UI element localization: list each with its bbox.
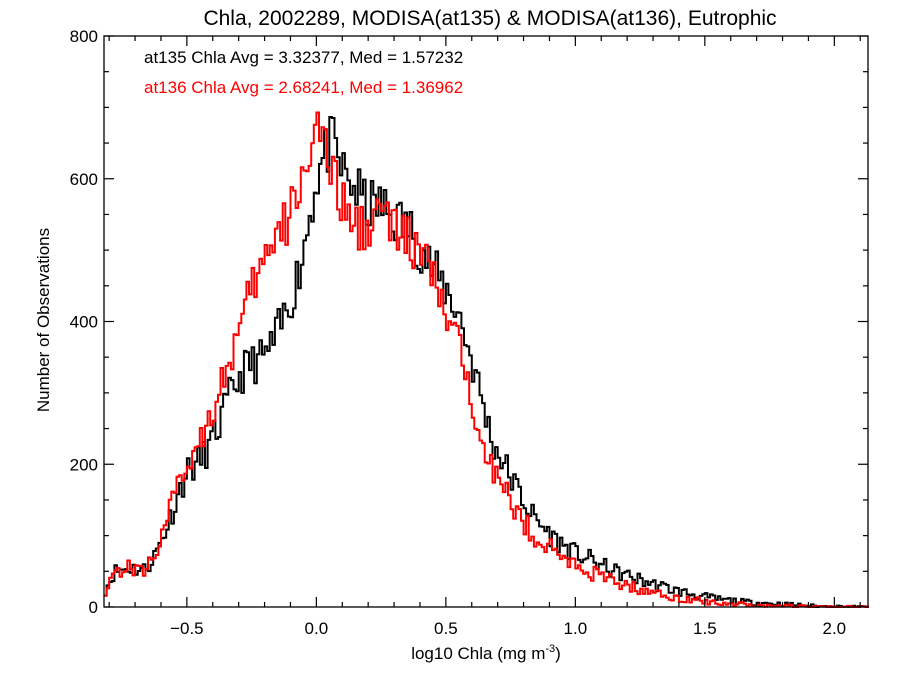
y-tick-label: 0 xyxy=(89,598,98,617)
x-tick-label: 0.0 xyxy=(305,619,329,638)
series-line-1 xyxy=(104,111,869,608)
x-axis-label-sup: -3 xyxy=(545,643,555,655)
x-axis-label: log10 Chla (mg m-3) xyxy=(411,643,561,663)
x-tick-label: −0.5 xyxy=(170,619,204,638)
x-tick-label: 1.5 xyxy=(693,619,717,638)
annotation-at135: at135 Chla Avg = 3.32377, Med = 1.57232 xyxy=(144,48,463,67)
y-axis-ticks: 0 200 400 600 800 xyxy=(70,27,868,617)
x-tick-label: 1.0 xyxy=(564,619,588,638)
y-axis-label: Number of Observations xyxy=(34,228,53,412)
x-axis-label-main: log10 Chla (mg m xyxy=(411,644,545,663)
annotation-at136: at136 Chla Avg = 2.68241, Med = 1.36962 xyxy=(144,78,463,97)
plot-frame xyxy=(103,35,869,608)
chart-title: Chla, 2002289, MODISA(at135) & MODISA(at… xyxy=(203,7,776,30)
y-tick-label: 200 xyxy=(70,455,98,474)
x-axis-ticks: −0.5 0.0 0.5 1.0 1.5 2.0 xyxy=(108,36,861,638)
x-axis-label-close: ) xyxy=(555,644,561,663)
y-tick-label: 600 xyxy=(70,170,98,189)
series-line-0 xyxy=(104,116,869,608)
x-tick-label: 0.5 xyxy=(434,619,458,638)
plot-lines xyxy=(104,111,869,608)
y-tick-label: 400 xyxy=(70,313,98,332)
y-tick-label: 800 xyxy=(70,27,98,46)
x-tick-label: 2.0 xyxy=(823,619,847,638)
